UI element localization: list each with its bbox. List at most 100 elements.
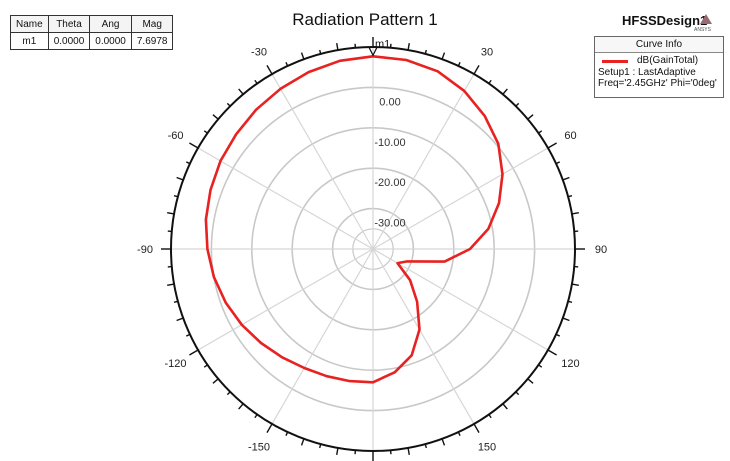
angle-tick [226, 102, 231, 107]
angle-tick [285, 431, 289, 436]
marker-cell-mag: 7.6978 [130, 32, 174, 50]
ansys-logo-icon: ANSYS [694, 14, 712, 33]
angle-tick [176, 176, 184, 181]
angle-tick [473, 65, 480, 75]
angle-tick [502, 403, 508, 410]
angle-tick [212, 114, 219, 120]
angle-tick [424, 49, 427, 55]
angle-tick [226, 391, 231, 396]
angle-tick [555, 333, 560, 337]
angle-tick-label: -30 [251, 47, 267, 59]
angle-tick [238, 88, 244, 95]
curve-info-title: Curve Info [595, 37, 723, 53]
angle-tick [189, 142, 199, 149]
angle-tick [527, 378, 534, 384]
angle-tick [571, 283, 579, 286]
angle-tick-label: 30 [481, 47, 493, 59]
angle-tick [238, 403, 244, 410]
ring-label: -20.00 [374, 177, 405, 189]
angle-tick [562, 176, 570, 181]
angle-tick [266, 65, 273, 75]
angle-tick [189, 349, 199, 356]
angle-tick [502, 88, 508, 95]
marker-table: Name Theta Ang Mag m1 0.0000 0.0000 7.69… [10, 15, 174, 50]
angle-tick-label: 60 [564, 130, 576, 142]
angle-tick [186, 333, 191, 337]
angle-tick [266, 423, 273, 433]
angle-tick-label: 120 [561, 358, 579, 370]
angle-tick [571, 212, 579, 215]
marker-col-name: Name [10, 15, 49, 33]
legend-freq-text: Freq='2.45GHz' Phi='0deg' [598, 78, 717, 89]
angle-tick [173, 195, 179, 198]
angle-tick [203, 364, 208, 368]
angle-tick [473, 423, 480, 433]
angle-tick-label: -90 [137, 244, 153, 256]
legend-setup-text: Setup1 : LastAdaptive [598, 67, 696, 78]
angle-tick [186, 161, 191, 165]
angle-tick [488, 414, 492, 419]
grid-spoke [372, 147, 549, 250]
angle-tick [567, 195, 573, 198]
angle-tick [538, 130, 543, 134]
legend-series-label: dB(GainTotal) [637, 55, 699, 66]
marker-m1-label: m1 [375, 38, 390, 50]
angle-tick [562, 317, 570, 322]
angle-tick [441, 52, 446, 60]
ring-label: 0.00 [379, 96, 400, 108]
angle-tick [319, 443, 322, 449]
angle-tick [547, 349, 557, 356]
chart-title: Radiation Pattern 1 [292, 10, 438, 29]
angle-tick [424, 443, 427, 449]
design-name: HFSSDesign1 [622, 13, 708, 28]
angle-tick [547, 142, 557, 149]
grid-spoke [271, 248, 374, 425]
marker-cell-theta: 0.0000 [47, 32, 91, 50]
grid-spoke [372, 73, 475, 250]
angle-tick-label: -60 [168, 130, 184, 142]
angle-tick-label: -120 [165, 358, 187, 370]
angle-tick [407, 447, 410, 455]
angle-tick [319, 49, 322, 55]
angle-tick [567, 300, 573, 303]
marker-cell-ang: 0.0000 [89, 32, 132, 50]
marker-table-row: m1 0.0000 0.0000 7.6978 [10, 32, 174, 50]
series-line [204, 55, 504, 384]
angle-tick [457, 431, 461, 436]
grid-spoke [197, 147, 374, 250]
angle-tick [538, 364, 543, 368]
angle-tick [336, 43, 339, 51]
marker-m1-icon [368, 46, 378, 57]
angle-tick [167, 283, 175, 286]
angle-tick [336, 447, 339, 455]
marker-col-mag: Mag [130, 15, 174, 33]
marker-col-theta: Theta [47, 15, 91, 33]
ring-label: -10.00 [374, 137, 405, 149]
ring-label: -30.00 [374, 218, 405, 230]
angle-tick [173, 300, 179, 303]
angle-tick [515, 391, 520, 396]
angle-tick [300, 52, 305, 60]
angle-tick [254, 79, 258, 84]
angle-tick [527, 114, 534, 120]
grid-spoke [271, 73, 374, 250]
curve-info-legend[interactable]: Curve Info dB(GainTotal) Setup1 : LastAd… [594, 36, 724, 98]
angle-tick [285, 62, 289, 67]
angle-tick-label: 90 [595, 244, 607, 256]
angle-tick [457, 62, 461, 67]
svg-text:ANSYS: ANSYS [694, 27, 712, 33]
angle-tick [203, 130, 208, 134]
angle-tick [212, 378, 219, 384]
angle-tick [300, 438, 305, 446]
grid-spoke [197, 248, 374, 351]
angle-tick [167, 212, 175, 215]
angle-tick [488, 79, 492, 84]
angle-tick-label: -150 [248, 441, 270, 453]
marker-cell-name: m1 [10, 32, 49, 50]
marker-table-header-row: Name Theta Ang Mag [10, 15, 174, 33]
angle-tick [441, 438, 446, 446]
angle-tick [407, 43, 410, 51]
angle-tick [176, 317, 184, 322]
angle-tick [254, 414, 258, 419]
